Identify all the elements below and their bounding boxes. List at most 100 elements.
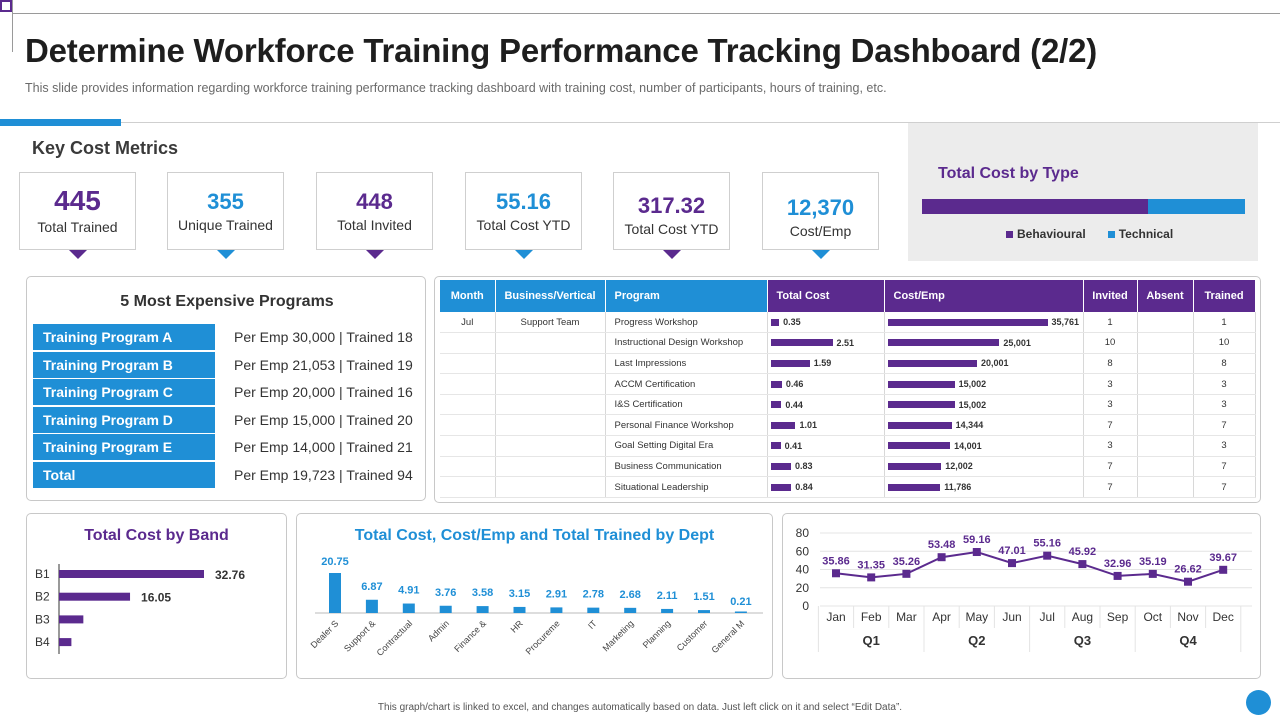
program-row: Training Program A Per Emp 30,000 | Trai…: [33, 324, 423, 350]
line-quarter-label: Q4: [1179, 633, 1197, 648]
cost-emp-value: 15,002: [958, 379, 987, 390]
cell-vertical: [495, 456, 606, 478]
line-data-label: 53.48: [928, 539, 956, 551]
dept-tick-label: IT: [586, 618, 599, 631]
cell-trained: 3: [1193, 394, 1256, 416]
line-x-tick-label: Feb: [861, 610, 882, 624]
dept-tick-label: Customer: [675, 618, 710, 653]
line-x-tick-label: Dec: [1213, 610, 1234, 624]
cell-month: [440, 394, 496, 416]
cell-total-cost: 0.35: [767, 312, 885, 334]
cell-program: Situational Leadership: [605, 476, 768, 498]
line-x-tick-label: Jul: [1040, 610, 1055, 624]
cell-cost-emp: 11,786: [884, 476, 1084, 498]
training-table: Month Business/Vertical Program Total Co…: [440, 280, 1256, 498]
line-x-tick-label: Apr: [932, 610, 951, 624]
cost-emp-value: 14,344: [955, 420, 984, 431]
cost-emp-bar-wrap: 14,001: [885, 441, 1083, 451]
cost-emp-bar-wrap: 12,002: [885, 461, 1083, 471]
dept-bar: [513, 606, 526, 613]
cost-emp-value: 12,002: [945, 461, 973, 472]
program-info: Per Emp 15,000 | Trained 20: [234, 412, 413, 428]
program-name: Training Program B: [33, 352, 215, 378]
line-point: [937, 553, 946, 562]
program-name: Training Program C: [33, 379, 215, 405]
header-month: Month: [440, 280, 496, 312]
cost-emp-value: 15,002: [958, 399, 987, 410]
header-vertical: Business/Vertical: [495, 280, 606, 312]
dept-data-label: 3.58: [472, 587, 493, 599]
program-row: Training Program D Per Emp 15,000 | Trai…: [33, 407, 423, 433]
metric-label: Total Invited: [337, 217, 412, 233]
dept-tick-label: Admin: [426, 618, 451, 643]
dept-data-label: 2.11: [657, 590, 678, 602]
total-cost-bar: [770, 359, 810, 367]
program-info: Per Emp 30,000 | Trained 18: [234, 329, 413, 345]
total-cost-by-type-panel: Total Cost by Type Behavioural Technical: [908, 123, 1258, 261]
cell-invited: 7: [1083, 456, 1138, 478]
cell-program: Last Impressions: [605, 353, 768, 375]
cost-by-dept-title: Total Cost, Cost/Emp and Total Trained b…: [354, 527, 715, 544]
page-subtitle: This slide provides information regardin…: [25, 81, 887, 95]
dept-data-label: 4.91: [398, 585, 419, 597]
line-data-label: 35.86: [822, 555, 850, 567]
dept-tick-label: Procureme: [524, 618, 562, 656]
program-name: Training Program D: [33, 407, 215, 433]
program-name: Training Program A: [33, 324, 215, 350]
cell-month: Jul: [440, 312, 496, 334]
metric-value: 317.32: [637, 193, 706, 218]
cell-program: I&S Certification: [605, 394, 768, 416]
total-cost-bar-wrap: 1.59: [768, 358, 884, 368]
total-cost-bar: [770, 380, 782, 388]
cost-emp-bar: [887, 318, 1048, 326]
expensive-programs-title: 5 Most Expensive Programs: [120, 293, 334, 310]
total-cost-value: 0.83: [795, 461, 813, 472]
program-info: Per Emp 19,723 | Trained 94: [234, 467, 413, 483]
cell-invited: 3: [1083, 394, 1138, 416]
cell-vertical: [495, 435, 606, 457]
cell-cost-emp: 25,001: [884, 332, 1084, 354]
cost-emp-bar: [887, 359, 977, 367]
band-bar: [59, 638, 72, 647]
line-data-label: 47.01: [998, 545, 1026, 557]
header-trained: Trained: [1193, 280, 1256, 312]
line-data-label: 35.26: [893, 556, 921, 568]
cost-emp-bar: [887, 401, 955, 409]
total-cost-bar: [770, 318, 780, 326]
total-cost-bar: [770, 483, 792, 491]
total-cost-bar: [770, 339, 833, 347]
metric-card-unique-trained: 355 Unique Trained: [167, 172, 284, 259]
monthly-trend-chart: 80 60 40 20 0 35.86 Jan 31.35 Feb 35.26 Mar 53.48 Ap…: [796, 526, 1252, 652]
table-row: I&S Certification 0.44 15,002 3 3: [440, 394, 1256, 416]
line-point: [1219, 565, 1228, 574]
decorative-horizontal-line: [12, 13, 1280, 14]
line-y-tick-label: 0: [802, 599, 809, 613]
program-info: Per Emp 14,000 | Trained 21: [234, 439, 413, 455]
cell-total-cost: 1.01: [767, 414, 885, 437]
dept-tick-label: Marketing: [601, 618, 636, 653]
cell-invited: 3: [1083, 373, 1138, 395]
line-x-tick-label: Sep: [1107, 610, 1129, 624]
header-total-cost: Total Cost: [767, 280, 885, 312]
line-point: [902, 569, 911, 578]
cell-program: Goal Setting Digital Era: [605, 435, 768, 457]
cost-emp-bar: [887, 483, 941, 491]
cell-invited: 1: [1083, 312, 1138, 334]
dept-tick-label: Contractual: [375, 618, 415, 658]
line-data-label: 45.92: [1069, 546, 1097, 558]
dept-bar: [365, 599, 378, 613]
line-point: [972, 548, 981, 557]
cell-month: [440, 476, 496, 498]
total-cost-bar: [770, 462, 791, 470]
band-tick-label: B4: [35, 635, 50, 649]
cost-emp-bar: [887, 421, 952, 429]
cell-absent: [1137, 373, 1194, 395]
cell-vertical: Support Team: [495, 312, 606, 334]
line-data-label: 31.35: [857, 559, 885, 571]
line-quarter-label: Q1: [863, 633, 880, 648]
metric-label: Total Cost YTD: [624, 221, 719, 237]
cost-by-band-panel: Total Cost by Band B1 32.76 B2 16.05 B3 B4: [26, 513, 287, 679]
total-cost-value: 2.51: [836, 337, 855, 348]
legend-label: Technical: [1118, 227, 1174, 241]
line-data-label: 26.62: [1174, 564, 1202, 576]
